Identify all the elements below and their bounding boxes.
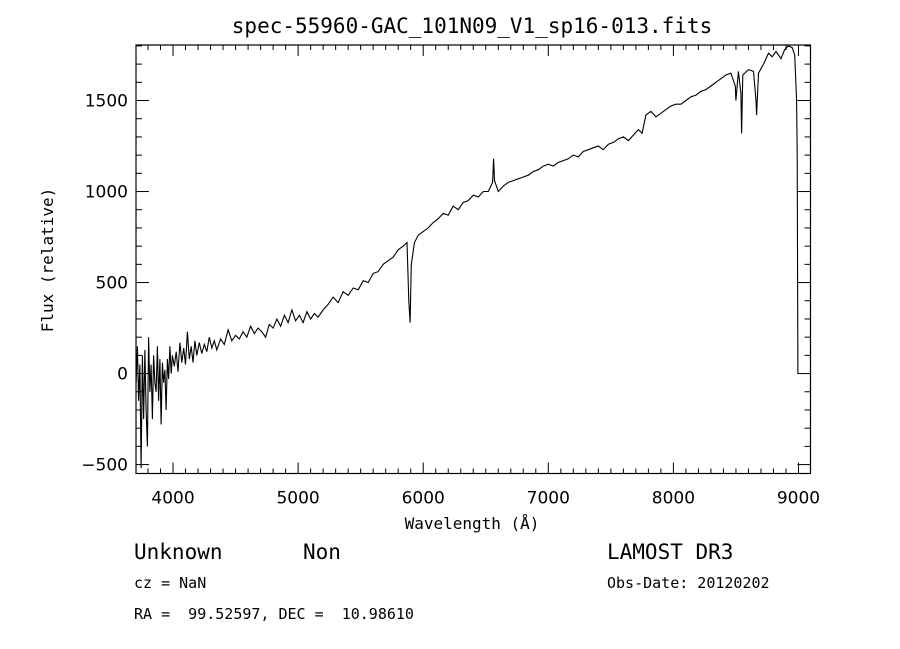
chart-title: spec-55960-GAC_101N09_V1_sp16-013.fits bbox=[232, 14, 712, 38]
tick-labels: 4000 5000 6000 7000 8000 9000 −500 0 500 1000 1500 bbox=[81, 92, 820, 509]
x-tick-label: 5000 bbox=[276, 489, 319, 509]
axis-ticks bbox=[136, 45, 811, 474]
spectrum-line bbox=[135, 45, 799, 469]
y-axis-label: Flux (relative) bbox=[38, 188, 57, 333]
x-tick-label: 7000 bbox=[527, 489, 570, 509]
x-tick-label: 4000 bbox=[151, 489, 194, 509]
y-tick-label: 500 bbox=[96, 274, 128, 294]
plot-frame bbox=[135, 44, 812, 475]
coordinates: RA = 99.52597, DEC = 10.98610 bbox=[134, 605, 414, 623]
object-class: Unknown bbox=[134, 540, 223, 564]
survey-label: LAMOST DR3 bbox=[607, 540, 733, 564]
redshift: cz = NaN bbox=[134, 574, 206, 592]
x-tick-label: 6000 bbox=[402, 489, 445, 509]
obs-date: Obs-Date: 20120202 bbox=[607, 574, 770, 592]
y-tick-label: 1000 bbox=[85, 183, 128, 203]
x-tick-label: 8000 bbox=[652, 489, 695, 509]
y-tick-label: 1500 bbox=[85, 92, 128, 112]
x-axis-label: Wavelength (Å) bbox=[405, 514, 540, 533]
x-tick-label: 9000 bbox=[777, 489, 820, 509]
y-tick-label: −500 bbox=[81, 456, 128, 476]
subclass: Non bbox=[303, 540, 341, 564]
y-tick-label: 0 bbox=[117, 365, 128, 385]
